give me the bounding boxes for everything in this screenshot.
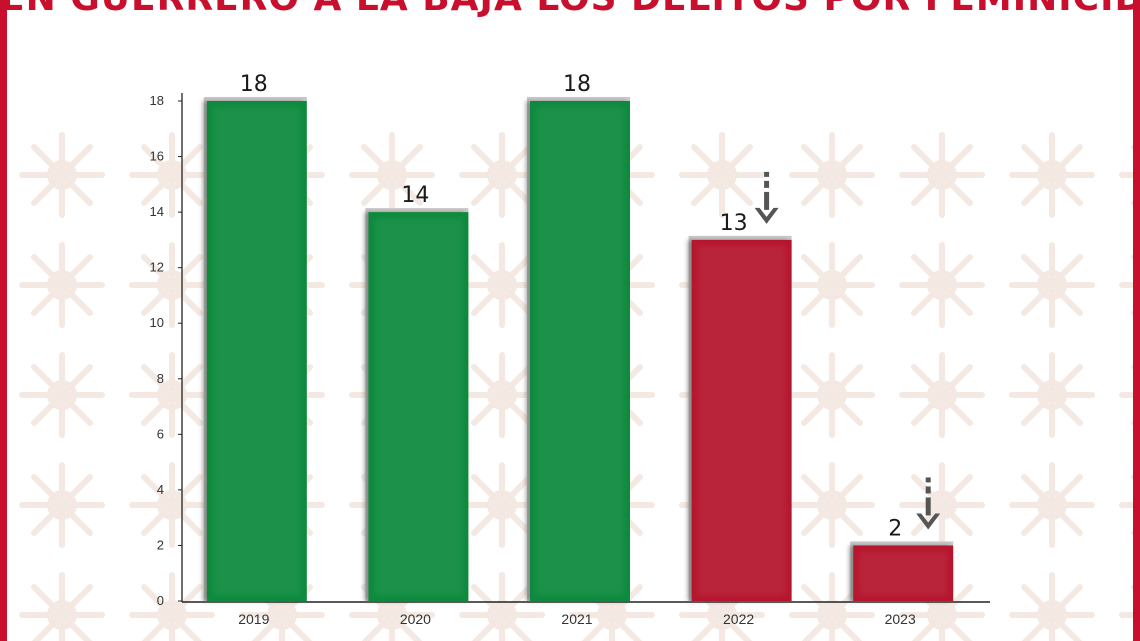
x-tick-label-2020: 2020 (400, 611, 431, 627)
x-tick-label-2023: 2023 (885, 611, 916, 627)
down-arrow-icon (916, 477, 941, 530)
bar-2019 (203, 97, 307, 601)
bar-2020 (365, 208, 469, 601)
y-tick-label: 16 (150, 149, 164, 164)
bar-highlight (374, 218, 463, 595)
x-tick-label-2019: 2019 (238, 611, 269, 627)
bar-highlight (859, 551, 948, 595)
bar-2021 (527, 97, 630, 601)
chart-labels: 18 2019 14 2020 18 2021 13 2022 2 2023 (238, 72, 941, 627)
y-tick-label: 18 (150, 93, 164, 108)
data-label-2020: 14 (401, 183, 429, 208)
y-tick-label: 10 (150, 315, 164, 330)
frame-right-border (1133, 0, 1140, 641)
y-tick-label: 8 (157, 371, 164, 386)
chart-axes: 0 2 4 6 8 10 12 14 16 18 (150, 93, 990, 608)
data-label-2023: 2 (888, 516, 902, 541)
bar-2022 (688, 235, 792, 601)
bar-highlight (536, 107, 624, 595)
y-tick-label: 6 (157, 426, 164, 441)
x-tick-label-2021: 2021 (561, 611, 592, 627)
bar-2023 (850, 541, 954, 601)
y-tick-label: 12 (150, 260, 164, 275)
down-arrow-icon (754, 171, 779, 224)
frame-left-border (0, 0, 7, 641)
data-label-2021: 18 (563, 72, 591, 97)
y-tick-label: 14 (150, 204, 164, 219)
data-label-2022: 13 (720, 211, 748, 236)
bar-highlight (212, 107, 301, 595)
y-tick-label: 0 (157, 593, 164, 608)
chart-bars (203, 97, 954, 601)
bar-highlight (697, 245, 786, 595)
data-label-2019: 18 (240, 72, 268, 97)
y-tick-label: 2 (157, 537, 164, 552)
y-tick-label: 4 (157, 482, 164, 497)
x-tick-label-2022: 2022 (723, 611, 754, 627)
chart-title: EN GUERRERO A LA BAJA LOS DELITOS POR FE… (0, 0, 1140, 19)
